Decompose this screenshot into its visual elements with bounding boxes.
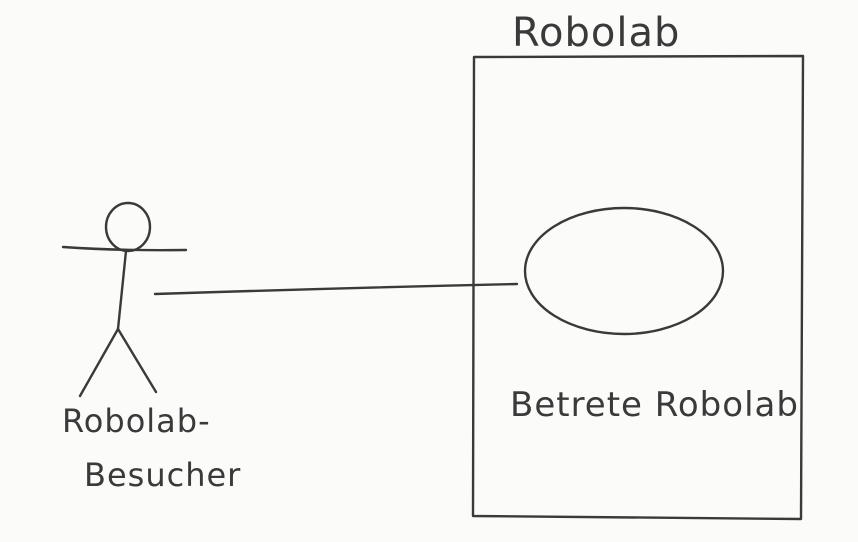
actor-head [104,201,152,253]
actor-left-leg [78,327,120,398]
system-boundary [471,54,805,521]
actor-right-leg [116,327,158,394]
association-line [153,282,519,296]
use-case-label: Betrete Robolab [510,385,799,425]
actor-label-line-2: Besucher [84,456,242,494]
actor-arms [61,245,188,252]
use-case-ellipse [523,206,725,336]
actor-label-line-1: Robolab- [62,402,211,440]
actor-body [116,249,128,331]
actor-figure [61,201,188,398]
system-title: Robolab [512,10,681,56]
